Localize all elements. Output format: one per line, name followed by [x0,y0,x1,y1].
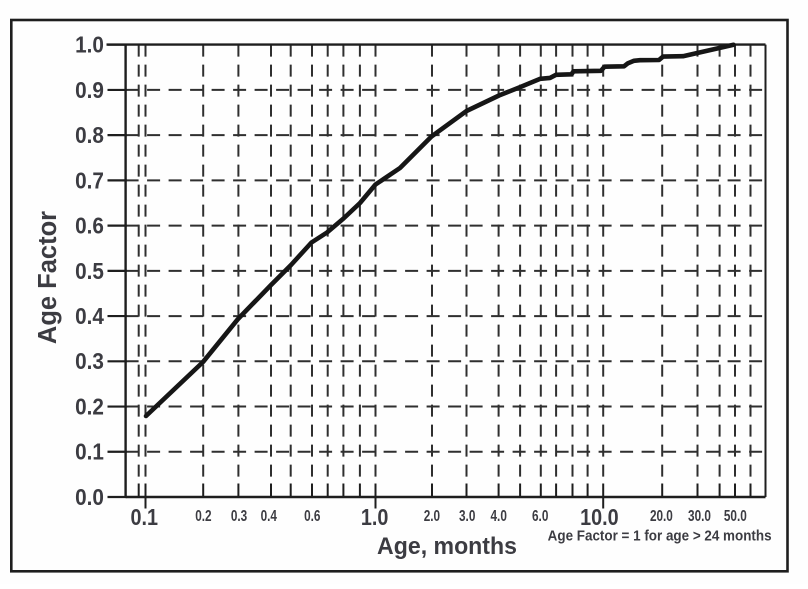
svg-text:0.3: 0.3 [75,348,104,374]
svg-text:0.7: 0.7 [75,167,104,193]
svg-text:0.4: 0.4 [75,303,105,329]
svg-text:0.3: 0.3 [231,507,248,524]
svg-text:0.1: 0.1 [130,504,158,530]
svg-text:1.0: 1.0 [361,504,389,530]
svg-text:0.2: 0.2 [195,507,212,524]
svg-text:0.9: 0.9 [75,77,104,103]
svg-text:0.0: 0.0 [75,484,104,510]
svg-text:10.0: 10.0 [580,504,619,530]
svg-text:Age, months: Age, months [377,533,517,559]
svg-text:20.0: 20.0 [650,507,673,524]
svg-text:0.5: 0.5 [75,258,104,284]
svg-text:Age Factor = 1 for age > 24 mo: Age Factor = 1 for age > 24 months [548,527,772,544]
svg-text:0.8: 0.8 [75,122,104,148]
svg-text:30.0: 30.0 [688,507,711,524]
svg-text:50.0: 50.0 [724,507,747,524]
svg-text:2.0: 2.0 [424,507,441,524]
svg-text:3.0: 3.0 [459,507,476,524]
svg-text:0.2: 0.2 [75,393,104,419]
svg-text:1.0: 1.0 [75,32,104,58]
svg-text:4.0: 4.0 [491,507,508,524]
svg-text:Age Factor: Age Factor [34,211,62,344]
svg-text:0.6: 0.6 [304,507,321,524]
svg-text:6.0: 6.0 [532,507,549,524]
svg-text:0.6: 0.6 [75,212,104,238]
svg-text:0.4: 0.4 [261,507,278,524]
svg-text:0.1: 0.1 [75,439,104,465]
